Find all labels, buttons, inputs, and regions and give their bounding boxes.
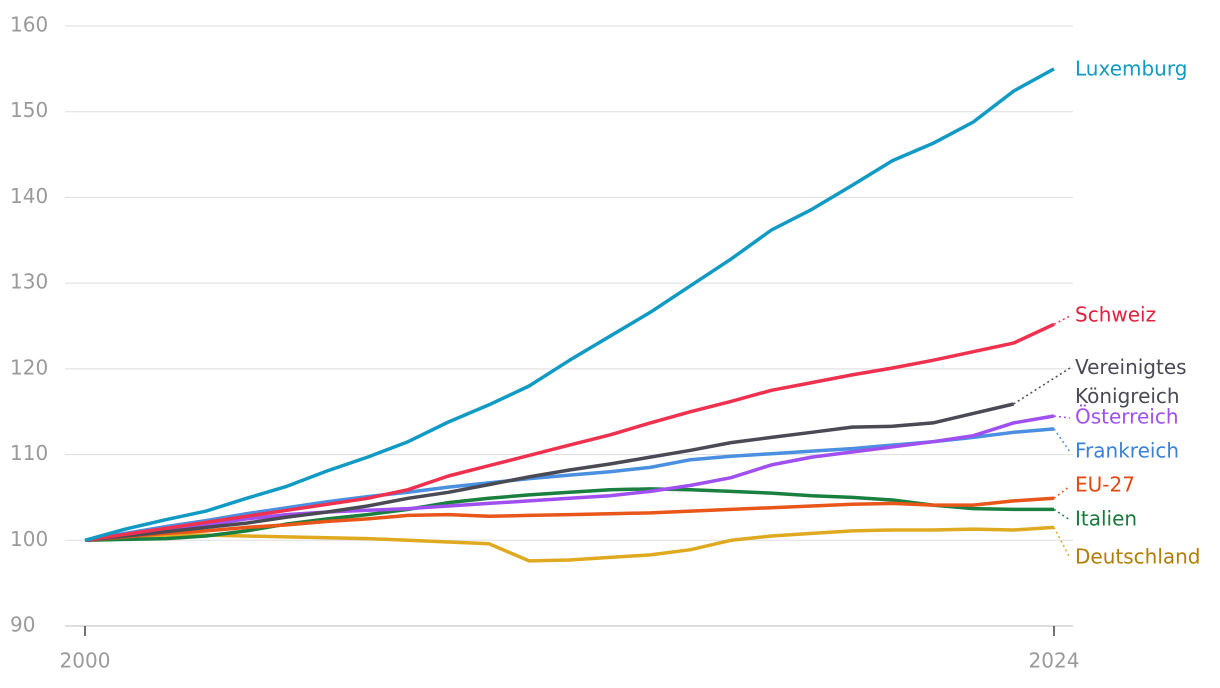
y-tick-label: 110 <box>10 441 48 465</box>
leader-line <box>1053 315 1071 325</box>
y-tick-label: 130 <box>10 270 48 294</box>
x-tick-label: 2024 <box>1029 649 1080 673</box>
legend-label: Deutschland <box>1075 545 1201 569</box>
series-line <box>84 525 1055 563</box>
leader-line <box>1053 485 1071 499</box>
y-tick-label: 140 <box>10 184 48 208</box>
leader-line <box>1053 527 1071 559</box>
legend-label: Österreich <box>1075 405 1179 429</box>
y-tick-label: 90 <box>10 613 35 637</box>
legend-label: Frankreich <box>1075 439 1179 463</box>
legend-label: Schweiz <box>1075 303 1156 327</box>
leader-line <box>1053 428 1071 453</box>
y-tick-label: 160 <box>10 13 48 37</box>
series-line <box>84 402 1014 543</box>
y-tick-label: 150 <box>10 98 48 122</box>
series-line <box>84 322 1055 543</box>
x-tick-label: 2000 <box>60 649 111 673</box>
series-line <box>84 427 1055 543</box>
series-line <box>84 496 1055 543</box>
legend-label: Italien <box>1075 507 1137 531</box>
legend-label: EU-27 <box>1075 473 1135 497</box>
series-line <box>84 414 1055 543</box>
leader-line <box>1053 508 1071 521</box>
leader-line <box>1013 367 1071 405</box>
y-tick-label: 120 <box>10 355 48 379</box>
legend-label: Vereinigtes Königreich <box>1075 355 1187 408</box>
legend-label: Luxemburg <box>1075 57 1187 81</box>
series-line <box>84 487 1054 543</box>
leader-line <box>1053 415 1071 419</box>
y-tick-label: 100 <box>10 527 48 551</box>
series-line <box>84 67 1055 542</box>
